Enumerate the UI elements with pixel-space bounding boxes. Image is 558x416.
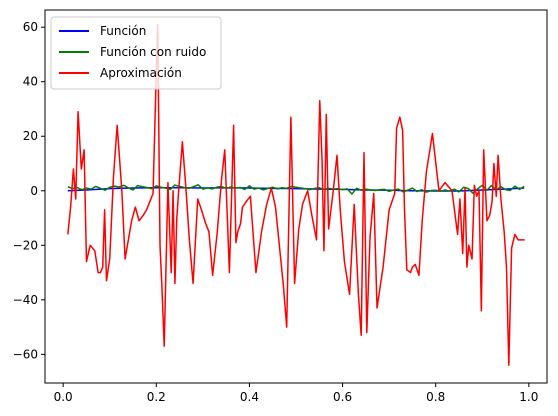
y-axis: −60 −40 −20 0 20 40 60 [13, 20, 45, 361]
legend-box [50, 16, 222, 90]
y-tick-label: −60 [13, 347, 38, 361]
x-tick-label: 0.8 [426, 390, 445, 404]
x-tick-label: 0.4 [240, 390, 259, 404]
y-tick-label: 60 [23, 20, 38, 34]
legend-label-funcion: Función [100, 24, 146, 38]
y-tick-label: 0 [30, 184, 38, 198]
series-layer [67, 23, 525, 367]
x-tick-label: 0.2 [147, 390, 166, 404]
y-tick-label: −40 [13, 293, 38, 307]
legend: Función Función con ruido Aproximación [50, 16, 222, 90]
y-tick-label: 20 [23, 129, 38, 143]
series-line-1 [67, 184, 525, 195]
legend-label-funcion-con-ruido: Función con ruido [100, 45, 206, 59]
x-tick-label: 0.0 [54, 390, 73, 404]
y-tick-label: −20 [13, 238, 38, 252]
x-tick-label: 1.0 [519, 390, 538, 404]
y-tick-label: 40 [23, 75, 38, 89]
x-tick-label: 0.6 [333, 390, 352, 404]
series-line-2 [67, 23, 525, 367]
x-axis: 0.0 0.2 0.4 0.6 0.8 1.0 [54, 383, 538, 404]
plot-frame [44, 9, 548, 384]
legend-label-aproximacion: Aproximación [100, 66, 182, 80]
